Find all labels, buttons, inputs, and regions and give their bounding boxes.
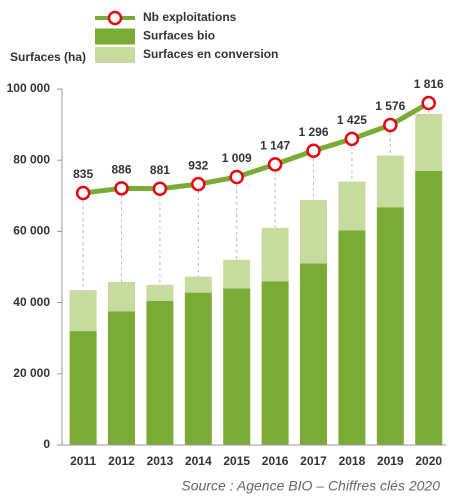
legend-label: Surfaces bio (143, 29, 215, 43)
marker (421, 95, 436, 111)
marker (229, 169, 244, 185)
data-label: 1 425 (337, 113, 367, 127)
legend-swatch (95, 47, 135, 63)
bar (261, 227, 289, 282)
bar (146, 284, 174, 301)
bar (338, 230, 366, 445)
data-label: 1 147 (260, 139, 290, 153)
x-tick-label: 2016 (262, 454, 289, 468)
legend-swatch (95, 28, 135, 45)
bar (69, 331, 97, 445)
bar (261, 281, 289, 445)
data-label: 1 009 (222, 151, 252, 165)
x-tick-label: 2011 (70, 454, 96, 468)
x-tick-label: 2013 (147, 454, 174, 468)
marker (383, 117, 398, 133)
y-tick-label: 20 000 (13, 366, 50, 380)
data-label: 886 (112, 162, 132, 176)
line (82, 100, 430, 196)
bar (184, 276, 212, 293)
y-axis-label: Surfaces (ha) (10, 50, 86, 64)
data-label: 881 (150, 163, 170, 177)
x-tick-label: 2018 (339, 454, 366, 468)
bar (108, 281, 136, 312)
x-tick-label: 2014 (185, 454, 212, 468)
marker (152, 181, 168, 197)
data-label: 835 (73, 167, 93, 181)
bar (108, 311, 136, 445)
x-tick-label: 2019 (377, 454, 404, 468)
data-label: 1 816 (414, 77, 444, 91)
bar (376, 155, 404, 208)
marker (344, 131, 360, 147)
bar (415, 170, 443, 445)
legend-label: Surfaces en conversion (143, 47, 278, 61)
data-label: 1 296 (299, 125, 329, 139)
data-label: 932 (188, 158, 208, 172)
marker (114, 181, 129, 196)
x-tick-label: 2012 (108, 454, 135, 468)
bar (338, 181, 366, 231)
bar (376, 207, 404, 445)
legend-label: Nb exploitations (143, 10, 237, 24)
marker (267, 157, 283, 172)
data-label: 1 576 (375, 99, 405, 113)
bar (223, 288, 251, 445)
bar (146, 300, 174, 445)
bar (184, 292, 212, 445)
bar (300, 263, 328, 445)
bar (223, 259, 251, 289)
bar (415, 113, 443, 171)
y-tick-label: 40 000 (13, 295, 50, 309)
y-tick-label: 100 000 (7, 81, 51, 95)
marker (75, 185, 91, 201)
marker (306, 143, 321, 158)
y-tick-label: 0 (43, 437, 50, 451)
y-tick-label: 80 000 (13, 152, 50, 166)
bar (69, 290, 97, 332)
x-tick-label: 2015 (223, 454, 250, 468)
y-tick-label: 60 000 (13, 224, 50, 238)
source: Source : Agence BIO – Chiffres clés 2020 (181, 478, 440, 494)
marker (191, 176, 206, 192)
bar (300, 200, 328, 264)
x-tick-label: 2017 (300, 454, 327, 468)
x-tick-label: 2020 (415, 454, 442, 468)
legend-marker (107, 10, 123, 26)
